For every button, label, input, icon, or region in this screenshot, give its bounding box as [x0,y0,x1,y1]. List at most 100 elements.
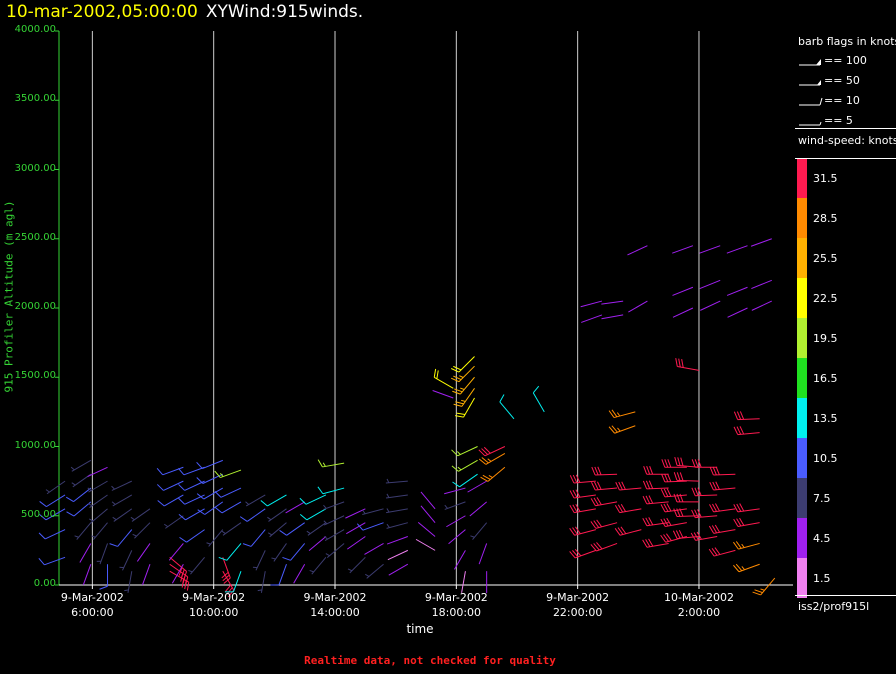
wind-barb [65,487,92,503]
barb-feather [590,544,597,552]
barb-shaft [323,515,345,526]
barb-shaft [326,543,345,558]
wind-barb [455,397,475,418]
wind-barb [532,385,545,413]
barb-shaft [162,466,184,476]
barb-shaft [183,466,205,476]
wind-barb [660,503,687,513]
barb-shaft [71,459,92,472]
barb-shaft [595,501,618,507]
wind-barb [299,508,327,521]
wind-barb [627,245,648,256]
barb-half-feather [130,516,135,521]
barb-legend-label: == 10 [824,94,860,107]
wind-barb [39,494,66,508]
colorbar-segment [797,358,807,398]
wind-barb [451,446,478,457]
barb-feather [574,549,582,557]
y-tick-label: 2500.00 [14,231,56,243]
y-tick-label: 0.00 [33,578,56,589]
barb-shaft [646,542,669,548]
barb-legend-label: == 100 [824,54,867,67]
barb-feather [451,465,459,472]
wind-barb [215,501,242,514]
colorbar-segment [797,198,807,238]
barb-half-feather [741,543,745,548]
wind-barb [608,425,636,434]
barb-half-feather [325,553,330,557]
wind-barb [660,517,687,527]
wind-barb [591,466,618,476]
barb-feather [569,490,575,499]
barb-feather [712,466,717,476]
barb-half-feather [221,530,226,534]
wind-barb [38,556,66,566]
barb-feather [736,518,742,527]
barb-feather [611,409,618,418]
wind-barb [478,446,506,457]
barb-half-feather [45,489,50,493]
x-tick-time: 10:00:00 [188,606,239,619]
x-tick-date: 9-Mar-2002 [182,591,246,604]
barb-half-feather [87,487,92,492]
barb-shaft [222,557,231,579]
barb-half-feather [457,466,462,471]
barb-sample-icon [799,59,821,66]
wind-barb [453,388,475,407]
barb-feather [456,412,466,415]
barb-shaft [99,543,108,565]
barb-half-feather [760,588,765,591]
chart-title: 10-mar-2002,05:00:00 XYWind:915winds. [6,2,363,22]
barb-shaft [347,536,366,550]
barb-shaft [386,536,408,545]
barb-shaft [595,473,618,476]
barb-feather [452,481,460,488]
wind-barb [450,356,475,373]
barb-shaft [601,314,624,320]
barb-shaft [738,542,760,550]
y-tick-label: 3500.00 [14,93,56,105]
barb-feather [572,474,578,483]
wind-barb [750,238,772,247]
barb-feather [709,466,714,476]
barb-feather [739,411,745,420]
barb-feather [196,493,205,500]
wind-barb [733,541,760,550]
barb-feather [575,526,581,535]
barb-shaft [595,522,618,529]
wind-barb [132,522,151,539]
wind-barb [285,501,305,514]
barb-feather [735,541,742,549]
barb-feather [666,503,672,512]
wind-barb [569,489,596,499]
x-tick-date: 9-Mar-2002 [424,591,488,604]
wind-barb [299,494,327,505]
barb-half-feather [323,520,328,525]
barb-feather [690,532,696,541]
barb-shaft [664,494,687,498]
wind-barb [675,358,700,371]
barb-feather [676,493,681,503]
barb-half-feather [386,508,390,513]
barb-feather [697,487,702,496]
barb-feather [356,523,364,531]
barb-shaft [345,508,366,519]
barb-shaft [446,515,466,528]
wind-barb [364,543,384,555]
barb-shaft [750,238,772,247]
barb-feather [569,475,575,484]
wind-barb [448,529,466,545]
wind-barb [751,279,772,290]
barb-feather [696,531,702,540]
barb-feather [673,508,678,517]
barb-half-feather [323,504,327,509]
barb-half-feather [365,573,370,577]
barb-feather [648,495,654,504]
barb-shaft [573,494,596,499]
wind-barb [109,529,133,547]
barb-shaft [695,494,718,497]
wind-barb [733,426,760,436]
barb-feather [608,426,615,434]
wind-barb [346,522,366,535]
barb-feather [733,541,739,550]
